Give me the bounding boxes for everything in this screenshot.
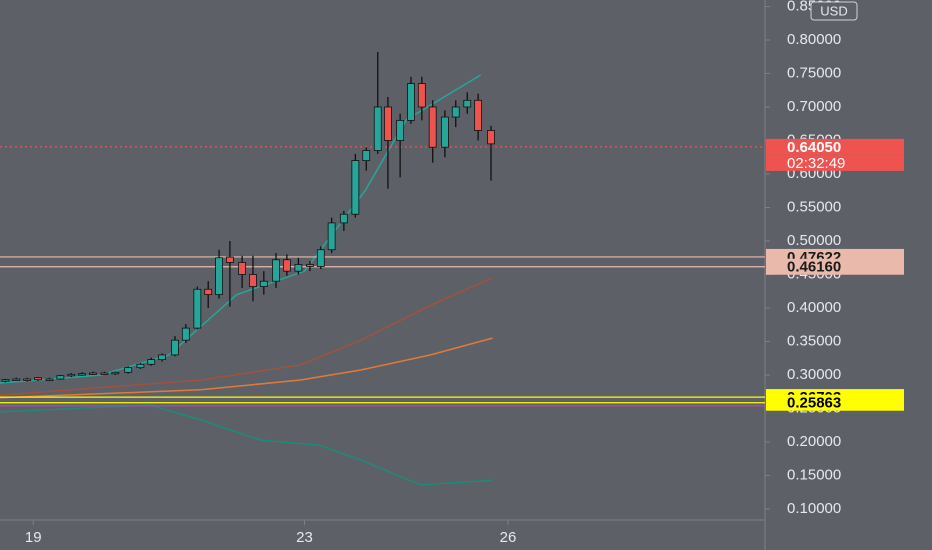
candle-body bbox=[193, 288, 202, 329]
x-tick-label: 26 bbox=[500, 529, 517, 546]
candle-body bbox=[428, 106, 437, 148]
candle-body bbox=[259, 280, 268, 287]
y-tick-label: 0.80000 bbox=[787, 31, 841, 48]
candle-body bbox=[181, 327, 190, 341]
candle-body bbox=[89, 372, 97, 375]
candle-body bbox=[339, 213, 348, 224]
candle-body bbox=[158, 354, 166, 360]
candle-body bbox=[487, 130, 495, 145]
candle-body bbox=[147, 359, 156, 365]
y-tick-label: 0.70000 bbox=[787, 98, 841, 115]
price-label-box bbox=[766, 258, 904, 275]
currency-button[interactable] bbox=[810, 1, 858, 21]
y-tick-label: 0.30000 bbox=[787, 366, 841, 383]
candle-body bbox=[100, 372, 109, 375]
y-tick-label: 0.15000 bbox=[787, 466, 841, 483]
candle-body bbox=[282, 259, 291, 272]
candle-body bbox=[316, 249, 325, 267]
candle-body bbox=[171, 339, 179, 356]
candle-body bbox=[226, 256, 234, 263]
candle-body bbox=[1, 379, 10, 382]
candle-body bbox=[78, 373, 86, 376]
candle-body bbox=[23, 378, 32, 381]
candle-body bbox=[111, 371, 120, 375]
price-label: 0.46160 bbox=[787, 259, 841, 276]
candle-body bbox=[327, 222, 336, 251]
candle-body bbox=[396, 120, 405, 141]
price-label-box bbox=[766, 394, 904, 411]
candle-body bbox=[34, 377, 42, 381]
candle-body bbox=[362, 150, 371, 162]
plot-area bbox=[0, 52, 765, 486]
y-tick-label: 0.50000 bbox=[787, 232, 841, 249]
candle-body bbox=[407, 83, 415, 121]
y-tick-label: 0.20000 bbox=[787, 433, 841, 450]
candle-body bbox=[384, 106, 392, 141]
candle-body bbox=[67, 373, 76, 377]
candle-body bbox=[204, 288, 213, 296]
candle-body bbox=[294, 264, 303, 272]
moving-average bbox=[0, 337, 493, 399]
candle-body bbox=[306, 264, 314, 267]
candle-body bbox=[136, 363, 145, 369]
price-label: 0.64050 bbox=[787, 139, 841, 156]
moving-average bbox=[0, 277, 493, 396]
countdown-box bbox=[766, 154, 904, 171]
candle-body bbox=[272, 259, 280, 282]
candle-body bbox=[474, 99, 483, 131]
countdown: 02:32:49 bbox=[787, 155, 845, 172]
candle-body bbox=[463, 99, 472, 108]
candle-body bbox=[215, 257, 223, 296]
x-tick-label: 23 bbox=[296, 529, 313, 546]
y-tick-label: 0.75000 bbox=[787, 64, 841, 81]
x-tick-label: 19 bbox=[25, 529, 42, 546]
candle-body bbox=[56, 375, 65, 380]
currency[interactable]: USD bbox=[820, 3, 847, 18]
candle-body bbox=[451, 106, 460, 118]
candle-body bbox=[373, 106, 382, 151]
candle-body bbox=[351, 160, 360, 215]
candle-body bbox=[45, 378, 54, 381]
candle-body bbox=[440, 116, 449, 148]
candle-body bbox=[249, 274, 257, 287]
moving-average bbox=[0, 74, 482, 384]
price-label: 0.25863 bbox=[787, 395, 841, 412]
price-label-box bbox=[766, 138, 904, 155]
y-tick-label: 0.40000 bbox=[787, 299, 841, 316]
y-tick-label: 0.35000 bbox=[787, 332, 841, 349]
candle-body bbox=[124, 367, 133, 373]
candle-body bbox=[417, 83, 426, 108]
candle-body bbox=[12, 378, 21, 381]
y-tick-label: 0.10000 bbox=[787, 500, 841, 517]
y-tick-label: 0.55000 bbox=[787, 198, 841, 215]
candle-body bbox=[238, 262, 247, 275]
moving-average bbox=[0, 404, 493, 486]
